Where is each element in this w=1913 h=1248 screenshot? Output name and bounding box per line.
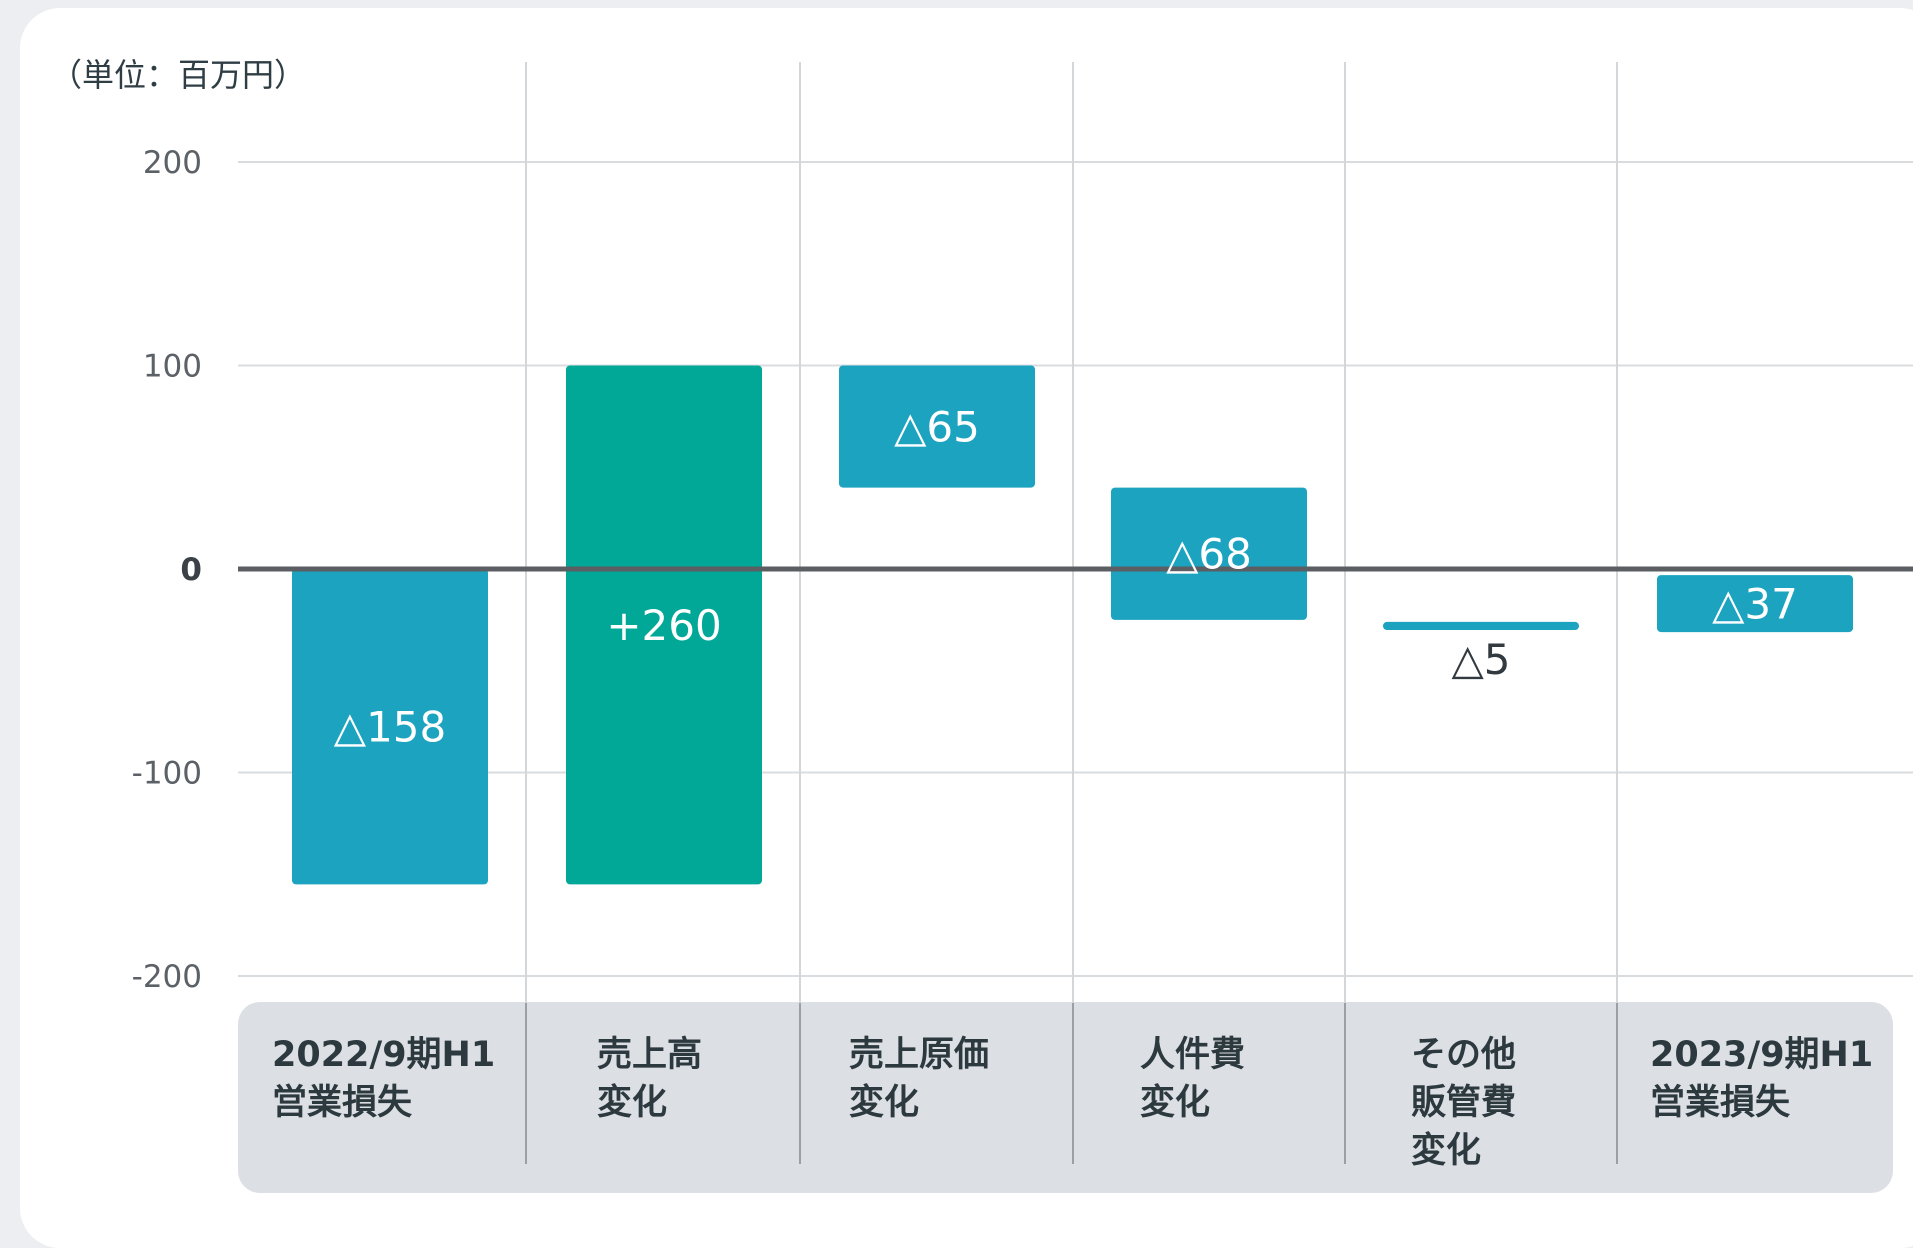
y-tick-label-3: -100 xyxy=(132,756,202,792)
bar-label-0: △158 xyxy=(334,703,446,752)
y-tick-label-1: 100 xyxy=(143,349,202,385)
category-label-0-line-0: 2022/9期H1 xyxy=(272,1035,495,1075)
bar-label-1: +260 xyxy=(606,601,721,650)
category-label-4-line-1: 販管費 xyxy=(1411,1083,1516,1123)
bar-labels: △158 +260 △65 △68 △5 △37 xyxy=(334,403,1798,752)
y-tick-label-4: -200 xyxy=(132,959,202,995)
column-dividers xyxy=(525,62,1618,1164)
category-label-1-line-1: 変化 xyxy=(597,1082,667,1123)
bar-label-3: △68 xyxy=(1166,530,1252,579)
bar-3 xyxy=(1111,487,1307,620)
bar-label-5: △37 xyxy=(1712,580,1798,629)
bar-label-4: △5 xyxy=(1451,635,1510,684)
y-axis-ticks: 200 100 0 -100 -200 xyxy=(132,145,202,995)
unit-label: （単位：百万円） xyxy=(50,56,307,94)
category-label-1-line-0: 売上高 xyxy=(597,1035,702,1075)
category-label-3-line-0: 人件費 xyxy=(1140,1035,1245,1075)
category-label-2-line-1: 変化 xyxy=(849,1082,919,1123)
y-tick-label-0: 200 xyxy=(143,145,202,181)
category-labels: 2022/9期H1営業損失売上高変化売上原価変化人件費変化その他販管費変化202… xyxy=(272,1035,1873,1171)
category-label-5-line-1: 営業損失 xyxy=(1650,1083,1791,1123)
category-label-2-line-0: 売上原価 xyxy=(849,1035,989,1075)
bar-5 xyxy=(1657,575,1853,633)
category-label-3-line-1: 変化 xyxy=(1140,1082,1210,1123)
grid-lines xyxy=(238,161,1913,977)
bars xyxy=(292,365,1853,885)
category-label-4-line-0: その他 xyxy=(1411,1035,1516,1075)
category-label-4-line-2: 変化 xyxy=(1411,1130,1481,1171)
y-tick-label-2: 0 xyxy=(180,552,202,588)
waterfall-chart: △158 +260 △65 △68 △5 △37 200 100 0 -100 -200 2022… xyxy=(132,62,1913,1193)
category-label-0-line-1: 営業損失 xyxy=(272,1083,413,1123)
category-band xyxy=(238,1002,1893,1193)
bar-0 xyxy=(292,569,488,885)
bar-2 xyxy=(839,365,1035,488)
bar-1 xyxy=(566,365,762,885)
category-band-rect xyxy=(238,1002,1893,1193)
bar-4 xyxy=(1383,621,1579,631)
category-label-5-line-0: 2023/9期H1 xyxy=(1650,1035,1873,1075)
bar-label-2: △65 xyxy=(894,403,980,452)
